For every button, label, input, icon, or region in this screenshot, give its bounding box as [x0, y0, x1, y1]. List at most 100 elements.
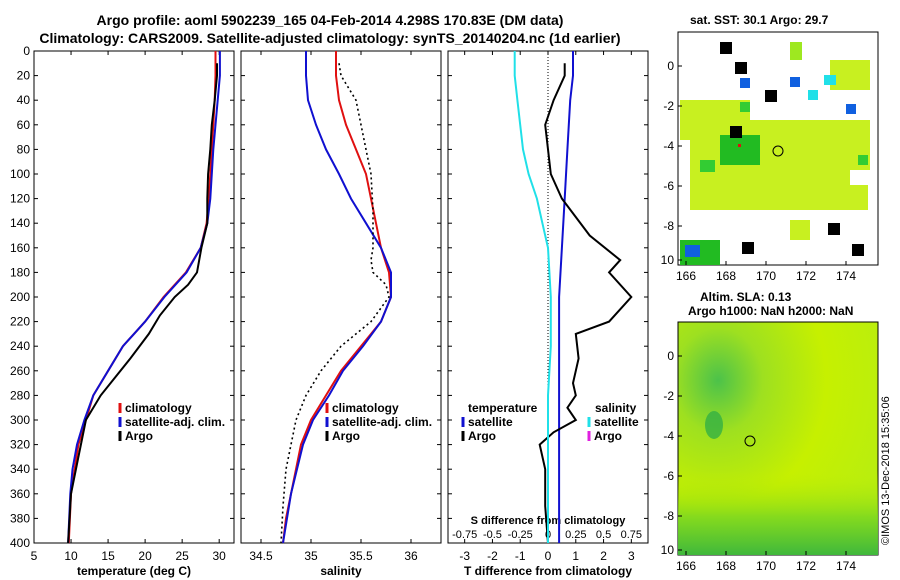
series-argo — [280, 63, 390, 544]
x-tick-label: 10 — [64, 549, 78, 563]
x-tick-label: 30 — [213, 549, 227, 563]
title-line-2: Climatology: CARS2009. Satellite-adjuste… — [39, 30, 621, 46]
y-tick-label: 300 — [10, 413, 30, 427]
series-salinity-satellite — [513, 51, 552, 543]
legend-label: Argo — [468, 429, 496, 443]
y-tick-label: 280 — [10, 388, 30, 402]
y-tick-label: 220 — [10, 315, 30, 329]
sla-map-eddy — [705, 411, 723, 439]
plot-frame — [33, 50, 235, 544]
y-tick-label: 100 — [10, 167, 30, 181]
map-y-tick-label: -2 — [663, 389, 674, 403]
sst-map-axes: 166 168 170 172 174 0 -2 -4 -6 -8 -10 — [660, 59, 856, 283]
map-y-tick-label: -10 — [660, 543, 674, 557]
map-x-tick-label: 166 — [676, 269, 696, 283]
y-tick-label: 200 — [10, 290, 30, 304]
x-tick-label: 0 — [545, 549, 552, 563]
x-tick-label: 1 — [572, 549, 579, 563]
y-tick-label: 360 — [10, 487, 30, 501]
legend-label: Argo — [594, 429, 622, 443]
y-tick-label: 40 — [17, 93, 31, 107]
profile-panels: 0204060801001201401601802002202402602803… — [10, 44, 649, 578]
map-y-tick-label: -6 — [663, 469, 674, 483]
sst-map: 166 168 170 172 174 0 -2 -4 -6 -8 -10 — [660, 31, 879, 283]
sla-map-title-2: Argo h1000: NaN h2000: NaN — [688, 304, 854, 318]
y-tick-label: 20 — [17, 69, 31, 83]
credit-stamp: ©IMOS 13-Dec-2018 15:35:06 — [880, 396, 892, 545]
map-x-tick-label: 168 — [716, 559, 736, 573]
legend-label: climatology — [332, 401, 399, 415]
x-tick-label: 35.5 — [349, 549, 373, 563]
y-tick-label: 380 — [10, 511, 30, 525]
map-x-tick-label: 168 — [716, 269, 736, 283]
map-y-tick-label: -2 — [663, 99, 674, 113]
x-tick-label: 36 — [404, 549, 418, 563]
s-tick-label: -0.75 — [452, 529, 477, 541]
map-y-tick-label: -4 — [663, 429, 674, 443]
map-y-tick-label: 0 — [667, 59, 674, 73]
map-x-tick-label: 174 — [836, 559, 856, 573]
y-tick-label: 60 — [17, 118, 31, 132]
map-x-tick-label: 170 — [756, 559, 776, 573]
legend-label: satellite-adj. clim. — [125, 415, 225, 429]
map-y-tick-label: -10 — [660, 253, 674, 267]
map-y-tick-label: -6 — [663, 179, 674, 193]
series-satellite-adj-clim- — [282, 51, 392, 544]
x-axis-label: salinity — [320, 564, 362, 578]
legend-title-salinity: salinity — [595, 401, 637, 415]
map-x-tick-label: 174 — [836, 269, 856, 283]
x-tick-label: 20 — [138, 549, 152, 563]
legend-label: satellite-adj. clim. — [332, 415, 432, 429]
x-tick-label: 5 — [31, 549, 38, 563]
legend-label: Argo — [125, 429, 153, 443]
sst-map-field — [680, 42, 870, 265]
y-tick-label: 260 — [10, 364, 30, 378]
legend-title-temperature: temperature — [468, 401, 538, 415]
x-axis-label: temperature (deg C) — [77, 564, 191, 578]
x-axis-label: T difference from climatology — [464, 564, 632, 578]
sla-argo-position-marker — [744, 435, 756, 447]
y-tick-label: 120 — [10, 192, 30, 206]
series-temperature-argo — [538, 63, 633, 544]
map-y-tick-label: -8 — [663, 509, 674, 523]
x-tick-label: 25 — [175, 549, 189, 563]
legend-label: satellite — [468, 415, 513, 429]
x-tick-label: 35 — [304, 549, 318, 563]
y-tick-label: 80 — [17, 142, 31, 156]
y-tick-label: 340 — [10, 462, 30, 476]
sst-argo-position-marker — [772, 145, 784, 157]
y-tick-label: 140 — [10, 216, 30, 230]
salinity-panel: 34.5 35 35.5 36 salinity climatologysatellite… — [240, 50, 442, 578]
difference-panel: -3 -2 -1 0 1 2 3T difference from climatologyS… — [447, 50, 649, 578]
legend-label: Argo — [332, 429, 360, 443]
s-tick-label: 0.25 — [565, 529, 586, 541]
map-x-tick-label: 166 — [676, 559, 696, 573]
sla-map-low-band — [678, 470, 878, 555]
y-tick-label: 0 — [23, 44, 30, 58]
legend-label: climatology — [125, 401, 192, 415]
y-tick-label: 240 — [10, 339, 30, 353]
map-x-tick-label: 172 — [796, 559, 816, 573]
sst-map-title: sat. SST: 30.1 Argo: 29.7 — [690, 13, 829, 27]
map-x-tick-label: 170 — [756, 269, 776, 283]
sla-map-title-1: Altim. SLA: 0.13 — [700, 290, 792, 304]
x-tick-label: 15 — [101, 549, 115, 563]
legend-label: satellite — [594, 415, 639, 429]
plot-frame — [240, 50, 442, 544]
map-y-tick-label: 0 — [667, 349, 674, 363]
sla-map-axes: 166 168 170 172 174 0 -2 -4 -6 -8 -10 — [660, 349, 856, 573]
series-satellite-adj-clim- — [67, 51, 221, 544]
x-tick-label: -1 — [515, 549, 526, 563]
x-tick-label: 2 — [600, 549, 607, 563]
s-tick-label: 0.5 — [596, 529, 611, 541]
x-tick-label: 34.5 — [249, 549, 273, 563]
s-tick-label: -0.5 — [483, 529, 502, 541]
x-tick-label: 3 — [628, 549, 635, 563]
map-x-tick-label: 172 — [796, 269, 816, 283]
x-tick-label: -3 — [459, 549, 470, 563]
s-tick-label: 0.75 — [621, 529, 642, 541]
map-y-tick-label: -4 — [663, 139, 674, 153]
map-y-tick-label: -8 — [663, 219, 674, 233]
map-panels: 166 168 170 172 174 0 -2 -4 -6 -8 -10 166 168 170 172… — [660, 31, 879, 573]
y-tick-label: 400 — [10, 536, 30, 550]
